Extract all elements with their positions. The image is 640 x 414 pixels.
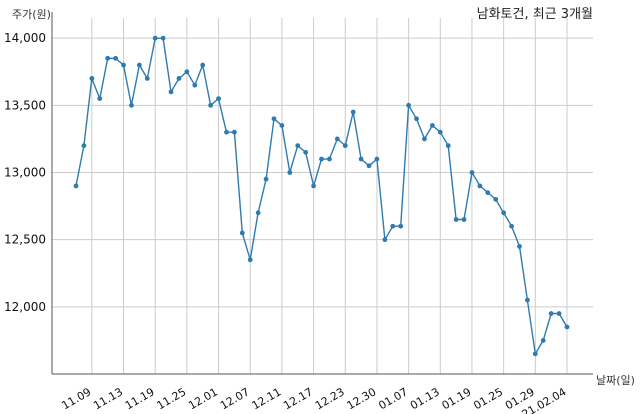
- x-tick-label: 01.25: [471, 385, 505, 412]
- x-tick-label: 12.30: [345, 385, 379, 412]
- axes: [51, 12, 593, 375]
- data-point: [129, 102, 134, 108]
- data-point: [422, 136, 427, 142]
- y-tick-label: 12,000: [4, 300, 46, 314]
- data-point: [548, 311, 554, 316]
- data-point: [414, 116, 419, 122]
- data-point: [247, 257, 253, 263]
- data-point: [224, 129, 229, 135]
- data-point: [319, 156, 324, 162]
- data-point: [525, 297, 530, 303]
- data-point: [493, 196, 499, 202]
- data-point: [89, 76, 95, 81]
- data-point: [445, 143, 451, 149]
- data-point: [406, 102, 412, 108]
- data-point: [366, 163, 372, 169]
- data-point: [469, 170, 475, 175]
- data-point: [303, 149, 309, 155]
- data-point: [556, 311, 562, 316]
- data-point: [374, 156, 380, 162]
- data-point: [477, 183, 483, 189]
- x-tick-label: 12.01: [186, 385, 220, 412]
- price-series: [73, 35, 570, 357]
- data-point: [517, 243, 522, 249]
- data-point: [176, 76, 182, 81]
- data-point: [453, 217, 459, 222]
- data-point: [105, 55, 111, 61]
- data-point: [160, 35, 166, 41]
- x-tick-label: 01.13: [408, 385, 442, 412]
- data-point: [192, 82, 198, 88]
- data-point: [429, 123, 435, 128]
- data-point: [540, 338, 546, 343]
- y-tick-label: 13,000: [4, 165, 46, 179]
- x-tick-label: 12.17: [281, 385, 315, 412]
- data-point: [73, 183, 79, 189]
- data-point: [350, 109, 356, 115]
- data-point: [509, 223, 514, 229]
- data-point: [501, 210, 507, 216]
- y-tick-label: 14,000: [4, 31, 46, 45]
- y-axis-label: 주가(원): [12, 8, 51, 21]
- data-point: [311, 183, 316, 189]
- data-point: [144, 76, 150, 81]
- x-tick-label: 11.25: [155, 385, 189, 412]
- data-point: [208, 102, 214, 108]
- data-point: [239, 230, 245, 236]
- data-point: [200, 62, 206, 68]
- data-point: [564, 324, 570, 330]
- data-point: [358, 156, 364, 162]
- data-point: [485, 190, 491, 196]
- data-point: [184, 69, 190, 75]
- y-tick-labels: 12,000 12,500 13,000 13,500 14,000: [4, 31, 46, 314]
- data-point: [263, 176, 269, 182]
- data-point: [216, 96, 221, 102]
- data-point: [136, 62, 142, 68]
- x-tick-label: 11.13: [91, 385, 125, 412]
- data-point: [168, 89, 174, 95]
- x-tick-labels: 11.0911.1311.1911.2512.0112.0712.1112.17…: [60, 385, 569, 414]
- data-point: [334, 136, 340, 142]
- x-tick-label: 12.23: [313, 385, 347, 412]
- data-point: [342, 143, 348, 149]
- data-point: [81, 143, 87, 149]
- x-tick-label: 11.09: [60, 385, 94, 412]
- data-point: [327, 156, 332, 162]
- x-tick-label: 12.11: [250, 385, 284, 412]
- chart-title: 남화토건, 최근 3개월: [477, 7, 593, 22]
- data-point: [152, 35, 158, 41]
- data-point: [295, 143, 301, 149]
- data-point: [287, 170, 293, 175]
- data-point: [461, 217, 467, 222]
- x-axis-label: 날짜(일): [596, 373, 635, 387]
- data-point: [113, 55, 118, 61]
- x-tick-label: 01.19: [440, 385, 474, 412]
- data-point: [279, 123, 285, 128]
- data-point: [121, 62, 126, 68]
- data-point: [390, 223, 396, 229]
- y-tick-label: 13,500: [4, 98, 46, 112]
- data-point: [398, 223, 404, 229]
- data-point: [231, 129, 237, 135]
- data-point: [437, 129, 443, 135]
- data-point: [255, 210, 261, 216]
- x-tick-label: 12.07: [218, 385, 252, 412]
- data-point: [271, 116, 277, 122]
- y-tick-label: 12,500: [4, 233, 46, 247]
- data-point: [382, 237, 388, 243]
- x-tick-label: 11.19: [123, 385, 157, 412]
- x-tick-label: 01.07: [376, 385, 410, 412]
- data-point: [532, 351, 538, 357]
- data-point: [97, 96, 103, 102]
- grid-lines: [52, 18, 593, 374]
